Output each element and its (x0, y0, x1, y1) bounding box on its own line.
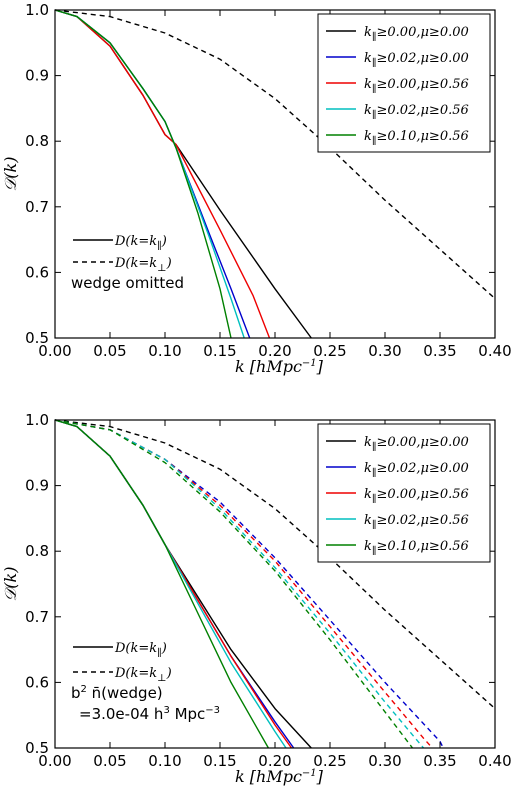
y-axis-label: 𝒟(k) (1, 567, 20, 602)
x-axis-label: k [hMpc−1] (235, 357, 324, 376)
annotation-text: =3.0e-04 h3 Mpc−3 (79, 705, 220, 723)
y-tick-label: 0.8 (25, 132, 49, 150)
x-tick-label: 0.40 (478, 342, 511, 360)
y-tick-label: 0.7 (25, 608, 49, 626)
annotation-text: wedge omitted (71, 274, 184, 292)
x-tick-label: 0.30 (368, 342, 401, 360)
legend-label: k∥≥0.10,μ≥0.56 (364, 129, 469, 147)
y-tick-label: 0.9 (25, 477, 49, 495)
style-legend-label: D(k=k∥) (114, 234, 167, 252)
legend-label: k∥≥0.00,μ≥0.00 (364, 25, 469, 43)
x-tick-label: 0.30 (368, 752, 401, 770)
legend-label: k∥≥0.00,μ≥0.56 (364, 487, 469, 505)
legend: k∥≥0.00,μ≥0.00 k∥≥0.02,μ≥0.00 k∥≥0.00,μ≥0.… (317, 423, 491, 563)
series-line (54, 9, 271, 339)
x-axis-label: k [hMpc−1] (235, 767, 324, 786)
x-tick-label: 0.05 (93, 752, 126, 770)
x-tick-label: 0.20 (258, 342, 291, 360)
x-tick-label: 0.25 (313, 342, 346, 360)
chart-panel-1: 0.00 0.05 0.10 0.15 0.20 0.25 0.30 0.35 0.40 0.5 0… (1, 1, 512, 376)
x-tick-label: 0.25 (313, 752, 346, 770)
x-tick-label: 0.05 (93, 342, 126, 360)
x-tick-label: 0.00 (38, 342, 71, 360)
series-line (54, 9, 496, 300)
y-tick-label: 0.5 (25, 329, 49, 347)
y-tick-label: 0.9 (25, 67, 49, 85)
plot-series-group (54, 9, 496, 339)
style-legend: D(k=k∥) D(k=k⊥) (73, 234, 172, 274)
y-tick-label: 1.0 (25, 411, 49, 429)
legend-label: k∥≥0.10,μ≥0.56 (364, 539, 469, 557)
legend-label: k∥≥0.02,μ≥0.56 (364, 513, 469, 531)
series-line (54, 9, 232, 339)
style-legend-label: D(k=k∥) (114, 641, 167, 659)
x-tick-label: 0.20 (258, 752, 291, 770)
y-tick-label: 0.8 (25, 542, 49, 560)
series-line (54, 419, 414, 749)
x-tick-label: 0.10 (148, 342, 181, 360)
style-legend-label: D(k=k⊥) (114, 666, 172, 684)
legend-label: k∥≥0.02,μ≥0.00 (364, 461, 469, 479)
y-tick-label: 0.7 (25, 198, 49, 216)
style-legend: D(k=k∥) D(k=k⊥) (73, 641, 172, 684)
legend-label: k∥≥0.02,μ≥0.00 (364, 51, 469, 69)
x-tick-label: 0.00 (38, 752, 71, 770)
y-tick-label: 0.6 (25, 673, 49, 691)
x-tick-label: 0.35 (423, 342, 456, 360)
annotation-text: b2 n̄(wedge) (71, 684, 163, 702)
series-line (54, 419, 270, 749)
legend-label: k∥≥0.00,μ≥0.00 (364, 435, 469, 453)
y-tick-label: 0.5 (25, 739, 49, 757)
legend: k∥≥0.00,μ≥0.00 k∥≥0.02,μ≥0.00 k∥≥0.00,μ≥0.… (317, 13, 491, 153)
x-tick-label: 0.35 (423, 752, 456, 770)
plot-series-group (54, 419, 496, 749)
x-tick-label: 0.10 (148, 752, 181, 770)
y-tick-label: 1.0 (25, 1, 49, 19)
legend-label: k∥≥0.02,μ≥0.56 (364, 103, 469, 121)
series-line (54, 419, 496, 710)
style-legend-label: D(k=k⊥) (114, 256, 172, 274)
x-tick-label: 0.40 (478, 752, 511, 770)
x-tick-label: 0.15 (203, 342, 236, 360)
y-tick-label: 0.6 (25, 263, 49, 281)
legend-label: k∥≥0.00,μ≥0.56 (364, 77, 469, 95)
x-tick-label: 0.15 (203, 752, 236, 770)
chart-panel-2: 0.00 0.05 0.10 0.15 0.20 0.25 0.30 0.35 0.40 0.5 0… (1, 411, 512, 786)
y-axis-label: 𝒟(k) (1, 157, 20, 192)
